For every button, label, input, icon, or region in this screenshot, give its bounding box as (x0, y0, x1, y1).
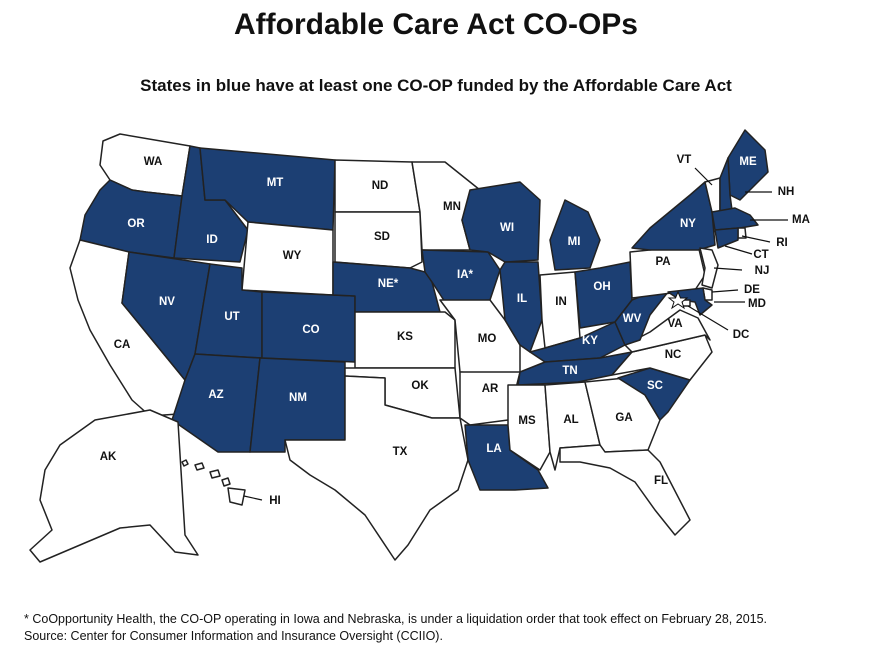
state-ny (631, 181, 716, 251)
state-label-tx: TX (393, 446, 408, 458)
state-label-wv: WV (623, 313, 642, 325)
source-note: Source: Center for Consumer Information … (24, 629, 443, 643)
state-label-ca: CA (114, 339, 131, 351)
state-label-nj: NJ (755, 265, 770, 277)
state-label-vt: VT (677, 154, 692, 166)
state-label-ny: NY (680, 218, 696, 230)
state-ak (29, 409, 199, 563)
state-label-ia: IA* (457, 269, 474, 281)
state-wv (614, 291, 669, 346)
state-in (539, 271, 581, 349)
state-label-la: LA (486, 443, 501, 455)
state-label-ky: KY (582, 335, 598, 347)
state-label-hi: HI (269, 495, 281, 507)
state-label-wa: WA (144, 156, 163, 168)
state-label-co: CO (302, 324, 319, 336)
state-label-sc: SC (647, 380, 663, 392)
state-label-ma: MA (792, 214, 810, 226)
state-label-ar: AR (482, 383, 499, 395)
state-va (624, 309, 711, 353)
footnote-block: * CoOpportunity Health, the CO-OP operat… (24, 611, 864, 645)
state-label-tn: TN (562, 365, 577, 377)
state-label-wi: WI (500, 222, 514, 234)
state-label-mt: MT (267, 177, 284, 189)
state-label-ga: GA (615, 412, 632, 424)
state-nj (699, 247, 719, 289)
state-label-ak: AK (100, 451, 117, 463)
state-label-ok: OK (411, 380, 429, 392)
state-sd (334, 211, 423, 269)
state-label-ct: CT (753, 249, 768, 261)
state-ma (711, 207, 759, 231)
state-label-mo: MO (478, 333, 497, 345)
state-label-fl: FL (654, 475, 668, 487)
state-label-va: VA (667, 318, 682, 330)
state-ks (354, 311, 456, 369)
state-il (499, 261, 543, 353)
state-label-de: DE (744, 284, 760, 296)
state-label-nh: NH (778, 186, 795, 198)
state-nm (249, 357, 346, 453)
state-label-mn: MN (443, 201, 461, 213)
state-label-ut: UT (224, 311, 239, 323)
state-label-oh: OH (593, 281, 610, 293)
us-states-map: WA OR CA ID NV MT WY UT AZ CO NM ND SD NE* KS OK TX MN IA*… (29, 129, 810, 563)
state-label-ri: RI (776, 237, 788, 249)
capital-star-icon (667, 290, 689, 310)
state-label-md: MD (748, 298, 766, 310)
state-label-nv: NV (159, 296, 175, 308)
state-label-mi: MI (568, 236, 581, 248)
state-label-sd: SD (374, 231, 390, 243)
state-label-pa: PA (655, 256, 670, 268)
state-label-al: AL (563, 414, 578, 426)
liquidation-footnote: * CoOpportunity Health, the CO-OP operat… (24, 612, 768, 626)
state-label-or: OR (127, 218, 145, 230)
state-tx (284, 375, 469, 561)
state-fl (559, 444, 691, 536)
state-label-nd: ND (372, 180, 389, 192)
map-title: Affordable Care Act CO-OPs (234, 8, 638, 41)
state-label-nm: NM (289, 392, 307, 404)
state-label-il: IL (517, 293, 527, 305)
state-label-id: ID (206, 234, 218, 246)
state-mi (549, 199, 601, 271)
state-label-ne: NE* (378, 278, 399, 290)
state-label-wy: WY (283, 250, 302, 262)
state-ct (714, 227, 739, 249)
state-label-in: IN (555, 296, 567, 308)
state-label-nc: NC (665, 349, 682, 361)
state-label-ms: MS (518, 415, 536, 427)
state-nh (719, 157, 733, 216)
state-label-ks: KS (397, 331, 413, 343)
state-label-az: AZ (208, 389, 223, 401)
state-label-me: ME (739, 156, 757, 168)
state-label-dc: DC (733, 329, 750, 341)
state-ar (459, 371, 521, 426)
map-subtitle: States in blue have at least one CO-OP f… (140, 76, 732, 95)
state-hi (181, 459, 246, 506)
